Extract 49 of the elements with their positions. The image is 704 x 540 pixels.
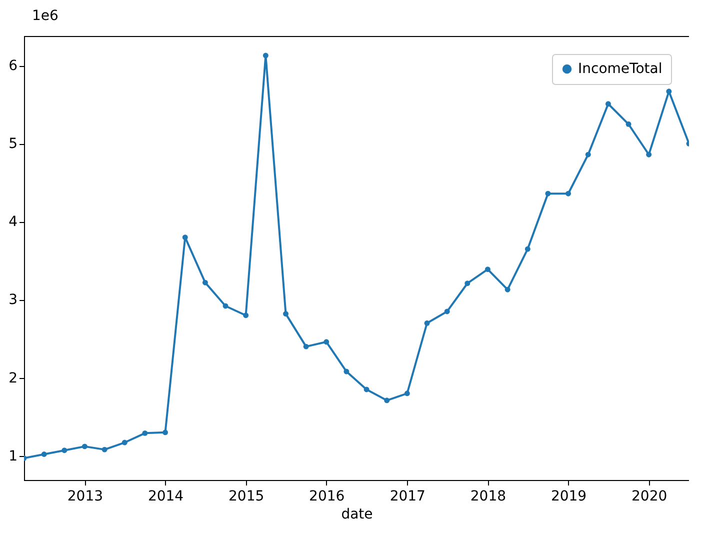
point xyxy=(585,152,591,158)
y-tick-label: 3 xyxy=(8,292,18,308)
y-tick-label: 5 xyxy=(8,136,18,152)
point xyxy=(646,152,652,158)
point xyxy=(122,440,128,446)
point xyxy=(41,452,47,457)
y-tick-label: 4 xyxy=(8,214,18,230)
point xyxy=(666,88,672,94)
point xyxy=(344,368,350,374)
point xyxy=(444,308,450,314)
point xyxy=(102,446,108,452)
text: 1e6 xyxy=(32,8,58,24)
legend-label: IncomeTotal xyxy=(578,61,662,77)
point xyxy=(162,430,168,436)
point xyxy=(364,386,370,392)
y-tick-label: 1 xyxy=(8,448,18,464)
point xyxy=(303,344,309,350)
point xyxy=(182,234,188,240)
y-tick-label: 6 xyxy=(8,58,18,74)
x-tick-label: 2014 xyxy=(148,488,184,504)
point xyxy=(283,311,288,317)
point xyxy=(384,398,390,404)
point xyxy=(566,190,572,196)
point xyxy=(464,280,470,286)
point xyxy=(262,52,268,58)
point xyxy=(424,320,430,326)
point xyxy=(626,121,632,127)
point xyxy=(82,444,88,450)
y-tick-label: 2 xyxy=(8,370,18,386)
x-tick-label: 2020 xyxy=(632,488,668,504)
point xyxy=(202,280,208,286)
point xyxy=(222,303,228,309)
point xyxy=(324,339,330,345)
point xyxy=(484,266,490,272)
x-tick-label: 2015 xyxy=(228,488,264,504)
point xyxy=(243,312,249,318)
point xyxy=(404,390,410,396)
x-tick-label: 2013 xyxy=(67,488,104,504)
x-tick-label: 2017 xyxy=(390,488,426,504)
point xyxy=(545,190,551,196)
point xyxy=(504,286,510,292)
point xyxy=(605,101,611,107)
point xyxy=(62,448,68,454)
x-tick-label: 2016 xyxy=(309,488,345,504)
x-tick-label: 2018 xyxy=(470,488,506,504)
x-axis-title: date xyxy=(341,506,373,522)
point xyxy=(142,430,148,436)
x-tick-label: 2019 xyxy=(550,488,587,504)
point xyxy=(524,246,530,252)
